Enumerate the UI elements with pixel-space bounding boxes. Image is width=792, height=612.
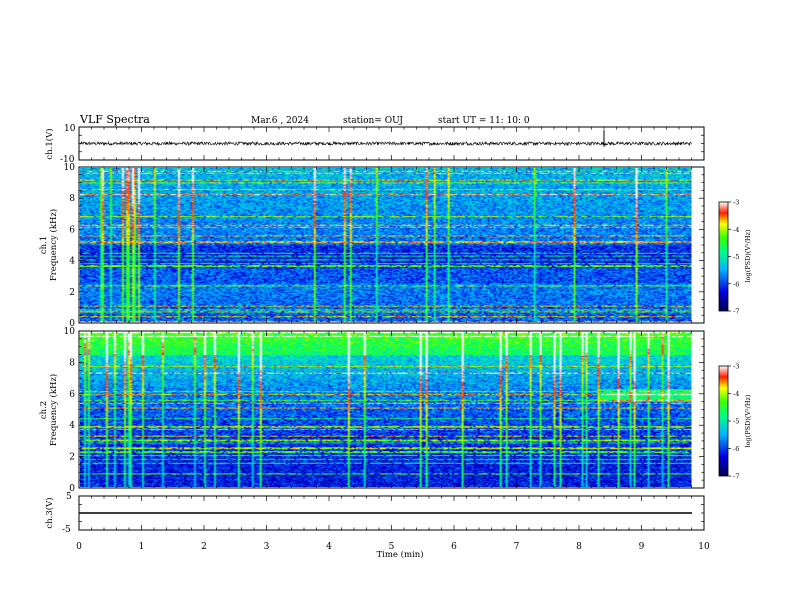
ch1-waveform-ylabel: ch.1(V) bbox=[44, 128, 55, 159]
ch1-spectrogram-ticks bbox=[78, 166, 705, 324]
ch1-ytick-top: 10 bbox=[64, 124, 76, 134]
ch2-freq-ticklabel: 4 bbox=[69, 421, 75, 431]
colorbar-ticklabel: -7 bbox=[733, 308, 739, 316]
ch3-ytick-top: 5 bbox=[66, 492, 72, 502]
ch1-channel-label: ch.1 bbox=[39, 236, 49, 254]
colorbar-ticklabel: -6 bbox=[733, 280, 739, 288]
ch2-spectrogram-yticklabels: 0 2 4 6 8 10 bbox=[64, 327, 76, 494]
date-label: Mar.6 , 2024 bbox=[251, 116, 309, 126]
ch2-spectrogram-ticks bbox=[78, 330, 705, 489]
ch3-waveform-ticks bbox=[78, 495, 705, 531]
time-ticklabel: 7 bbox=[514, 542, 520, 552]
time-ticklabel: 10 bbox=[698, 542, 710, 552]
ch2-freq-ticklabel: 10 bbox=[64, 327, 76, 337]
ch3-ytick-bottom: -5 bbox=[62, 525, 71, 535]
colorbar-ticklabel: -5 bbox=[733, 418, 739, 426]
time-ticklabel: 9 bbox=[639, 542, 645, 552]
ch1-noise-path bbox=[79, 140, 692, 147]
ch1-freq-ticklabel: 4 bbox=[69, 257, 75, 267]
ch2-freq-ticklabel: 8 bbox=[69, 358, 75, 368]
ch1-colorbar-scale bbox=[718, 201, 729, 312]
colorbar-ticklabel: -6 bbox=[733, 445, 739, 453]
ch1-frequency-ylabel: Frequency (kHz) bbox=[48, 209, 59, 281]
ch1-freq-ticklabel: 0 bbox=[69, 319, 75, 329]
ch2-channel-label: ch.2 bbox=[39, 401, 49, 419]
ch1-colorbar: -3 -4 -5 -6 -7 log(PSD)(V²/Hz) bbox=[718, 199, 752, 316]
time-ticklabel: 3 bbox=[264, 542, 270, 552]
time-ticklabel: 0 bbox=[76, 542, 82, 552]
ch1-waveform-ticks bbox=[78, 126, 705, 161]
ch2-colorbar-ticks: -3 -4 -5 -6 -7 bbox=[728, 363, 739, 481]
ch1-spectrogram-image bbox=[80, 168, 692, 322]
station-label: station= OUJ bbox=[343, 116, 403, 126]
ch1-colorbar-ticks: -3 -4 -5 -6 -7 bbox=[728, 199, 739, 316]
colorbar-ticklabel: -5 bbox=[733, 253, 739, 261]
ch2-spectrogram-panel: 0 2 4 6 8 10 ch.2 Frequency (kHz) -3 -4 -5 -6 -7 … bbox=[39, 327, 752, 494]
time-ticklabel: 6 bbox=[451, 542, 457, 552]
ch1-freq-ticklabel: 8 bbox=[69, 194, 75, 204]
figure-title: VLF Spectra bbox=[79, 113, 150, 126]
time-axis-label: Time (min) bbox=[376, 549, 423, 560]
ch1-colorbar-label: log(PSD)(V²/Hz) bbox=[744, 229, 752, 282]
ch1-freq-ticklabel: 6 bbox=[69, 225, 75, 235]
ch3-waveform-panel: 5 -5 ch.3(V) bbox=[44, 492, 705, 535]
ch1-freq-ticklabel: 2 bbox=[69, 288, 75, 298]
time-ticklabel: 5 bbox=[389, 542, 395, 552]
time-ticklabel: 2 bbox=[201, 542, 207, 552]
ch2-spectrogram-image bbox=[80, 332, 692, 487]
time-axis-ticklabels: 0 1 2 3 4 5 6 7 8 9 10 bbox=[76, 542, 710, 552]
colorbar-ticklabel: -7 bbox=[733, 473, 739, 481]
ch3-waveform-ylabel: ch.3(V) bbox=[44, 497, 55, 528]
ch2-frequency-ylabel: Frequency (kHz) bbox=[48, 374, 59, 446]
time-ticklabel: 4 bbox=[326, 542, 332, 552]
ch2-freq-ticklabel: 0 bbox=[69, 484, 75, 494]
ch1-waveform-panel: 10 -10 ch.1(V) bbox=[44, 124, 705, 165]
ch2-freq-ticklabel: 2 bbox=[69, 453, 75, 463]
ch2-colorbar-scale bbox=[718, 365, 729, 477]
colorbar-ticklabel: -4 bbox=[733, 226, 739, 234]
ch1-ytick-bottom: -10 bbox=[60, 155, 75, 165]
colorbar-ticklabel: -3 bbox=[733, 363, 739, 371]
colorbar-ticklabel: -3 bbox=[733, 199, 739, 207]
ch1-spectrogram-yticklabels: 0 2 4 6 8 10 bbox=[64, 163, 76, 329]
time-ticklabel: 8 bbox=[576, 542, 582, 552]
time-ticklabel: 1 bbox=[139, 542, 145, 552]
colorbar-ticklabel: -4 bbox=[733, 390, 739, 398]
start-time-label: start UT = 11: 10: 0 bbox=[438, 116, 530, 126]
ch2-colorbar-label: log(PSD)(V²/Hz) bbox=[744, 394, 752, 447]
ch1-waveform-trace bbox=[79, 130, 692, 147]
ch2-freq-ticklabel: 6 bbox=[69, 390, 75, 400]
ch1-freq-ticklabel: 10 bbox=[64, 163, 76, 173]
ch1-spectrogram-panel: 0 2 4 6 8 10 ch.1 Frequency (kHz) -3 -4 -5 -6 -7 … bbox=[39, 163, 752, 329]
ch2-colorbar: -3 -4 -5 -6 -7 log(PSD)(V²/Hz) bbox=[718, 363, 752, 481]
